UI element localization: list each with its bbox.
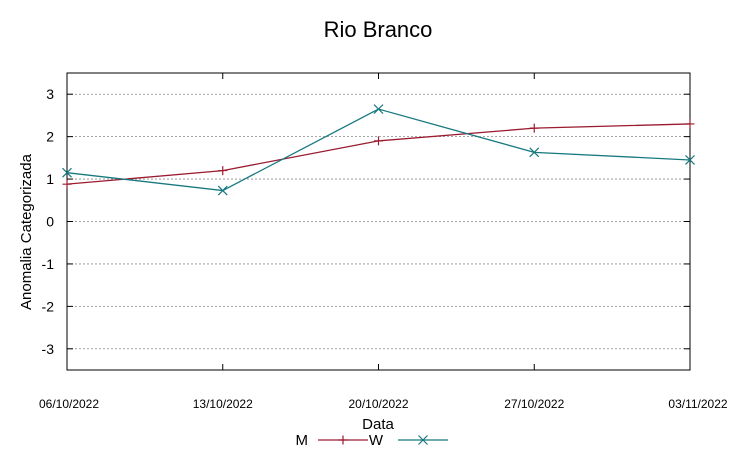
data-point-m (685, 119, 695, 129)
y-tick-label: 1 (46, 171, 54, 187)
y-tick-label: -3 (42, 341, 55, 357)
x-tick-label: 03/11/2022 (668, 397, 727, 411)
data-point-m (529, 123, 539, 133)
y-axis-ticks: -3 -2 -1 0 1 2 3 (42, 86, 690, 357)
legend-label-m: M (296, 432, 309, 449)
x-tick-label: 06/10/2022 (39, 397, 99, 411)
x-tick-label: 13/10/2022 (193, 397, 253, 411)
legend-label-w: W (369, 432, 384, 449)
y-axis-label: Anomalia Categorizada (18, 153, 35, 310)
x-tick-label: 27/10/2022 (504, 397, 564, 411)
data-point-w (217, 185, 228, 196)
legend-marker-w (418, 435, 428, 445)
x-axis-ticks: 06/10/2022 13/10/2022 20/10/2022 27/10/2022… (39, 73, 728, 411)
data-point-m (218, 166, 228, 176)
data-point-w (62, 167, 72, 178)
y-tick-label: 3 (46, 86, 54, 102)
y-tick-label: -2 (42, 298, 55, 314)
plot-frame (66, 72, 691, 371)
x-tick-label: 20/10/2022 (348, 397, 408, 411)
data-point-w (529, 147, 540, 158)
y-tick-label: 0 (46, 214, 54, 230)
chart-title: Rio Branco (324, 17, 433, 42)
data-point-m (62, 179, 72, 189)
series-line-w (66, 108, 691, 192)
y-tick-label: 2 (46, 129, 54, 145)
y-tick-label: -1 (42, 256, 55, 272)
data-point-w (685, 155, 695, 165)
x-axis-label: Data (362, 416, 394, 433)
series-line-m (66, 123, 691, 185)
data-point-m (374, 136, 383, 146)
grid-lines (67, 93, 690, 350)
data-point-w (373, 104, 384, 114)
series-group (62, 104, 695, 196)
legend-marker-m (338, 435, 348, 445)
